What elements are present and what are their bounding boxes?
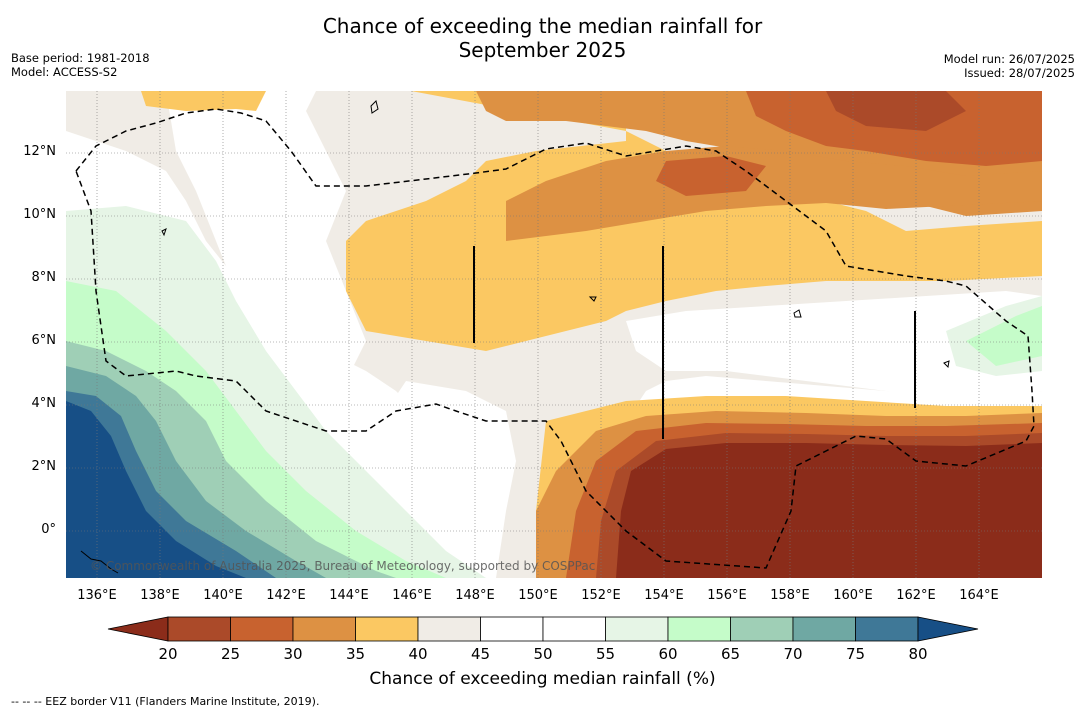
model-info: Base period: 1981-2018 Model: ACCESS-S2 <box>11 51 150 79</box>
colorbar-segment <box>542 616 606 642</box>
zone-20-25-top <box>826 91 966 131</box>
zone-white-pocket-2 <box>626 291 1042 401</box>
colorbar-tick-label: 60 <box>658 645 678 663</box>
lon-label-136e: 136°E <box>77 588 117 603</box>
colorbar-tick-label: 30 <box>283 645 303 663</box>
colorbar-segment <box>605 616 669 642</box>
colorbar-tick-label: 45 <box>470 645 491 663</box>
colorbar-segments <box>107 616 979 642</box>
colorbar-extend-high <box>917 616 979 642</box>
colorbar-segment <box>355 616 419 642</box>
vertical-markers <box>473 246 916 439</box>
colorbar-tick-label: 35 <box>345 645 366 663</box>
zone-65-70-east <box>966 306 1042 366</box>
eez-footnote: -- -- -- EEZ border V11 (Flanders Marine… <box>11 695 320 708</box>
colorbar-tick-label: 40 <box>408 645 428 663</box>
colorbar-tick-label: 55 <box>595 645 616 663</box>
colorbar-segment <box>792 616 856 642</box>
colorbar-tick-label: 80 <box>908 645 928 663</box>
colorbar-segment <box>292 616 356 642</box>
zone-white-pocket-1 <box>166 91 366 381</box>
colorbar-segment <box>480 616 544 642</box>
lat-label-10n: 10°N <box>23 207 56 222</box>
map-title: Chance of exceeding the median rainfall … <box>0 14 1085 62</box>
run-info: Model run: 26/07/2025 Issued: 28/07/2025 <box>944 52 1075 80</box>
lon-label-158e: 158°E <box>770 588 810 603</box>
colorbar-segment <box>167 616 231 642</box>
zone-25-30 <box>746 91 1042 166</box>
colorbar-tick-label: 20 <box>158 645 178 663</box>
gridlines <box>66 91 1042 578</box>
lon-label-162e: 162°E <box>896 588 936 603</box>
colorbar-title: Chance of exceeding median rainfall (%) <box>369 669 716 689</box>
lat-label-6n: 6°N <box>31 333 57 348</box>
colorbar-extend-low <box>107 616 169 642</box>
lon-label-148e: 148°E <box>455 588 495 603</box>
lat-label-12n: 12°N <box>23 144 56 159</box>
colorbar-segment <box>855 616 919 642</box>
zone-20-25-lower <box>616 443 1042 578</box>
colorbar-segment <box>417 616 481 642</box>
colorbar-tick-label: 50 <box>533 645 553 663</box>
lon-label-146e: 146°E <box>392 588 432 603</box>
lon-label-140e: 140°E <box>203 588 243 603</box>
lat-label-8n: 8°N <box>31 270 57 285</box>
colorbar-tick-label: 70 <box>783 645 803 663</box>
lon-label-142e: 142°E <box>266 588 306 603</box>
colorbar-segment <box>667 616 731 642</box>
zone-80-plus-b <box>66 401 246 578</box>
title-line-1: Chance of exceeding the median rainfall … <box>322 14 763 38</box>
zone-35-40-top <box>141 91 266 111</box>
zone-25-30-patch <box>656 156 766 196</box>
zone-white-pocket-3 <box>386 381 516 578</box>
lon-label-164e: 164°E <box>959 588 999 603</box>
lon-label-144e: 144°E <box>329 588 369 603</box>
base-period: Base period: 1981-2018 <box>11 51 150 65</box>
colorbar-segment <box>730 616 794 642</box>
map-canvas <box>66 91 1042 578</box>
copyright-notice: © Commonwealth of Australia 2025, Bureau… <box>90 559 596 573</box>
colorbar-tick-label: 65 <box>720 645 741 663</box>
model-run: Model run: 26/07/2025 <box>943 52 1075 66</box>
zone-30-35-mid <box>506 146 1042 241</box>
rainfall-map <box>66 91 1042 578</box>
lat-label-4n: 4°N <box>31 396 57 411</box>
title-line-2: September 2025 <box>458 38 627 62</box>
lon-label-154e: 154°E <box>644 588 684 603</box>
lon-label-152e: 152°E <box>581 588 621 603</box>
issued-date: Issued: 28/07/2025 <box>964 66 1075 80</box>
island-outlines <box>80 100 950 574</box>
colorbar <box>107 616 979 642</box>
zone-35-40 <box>346 91 1042 351</box>
lon-label-156e: 156°E <box>707 588 747 603</box>
lon-label-150e: 150°E <box>518 588 558 603</box>
colorbar-tick-label: 25 <box>220 645 241 663</box>
colorbar-segment <box>230 616 294 642</box>
model-name: Model: ACCESS-S2 <box>11 65 118 79</box>
lat-label-2n: 2°N <box>31 459 57 474</box>
lon-label-160e: 160°E <box>833 588 873 603</box>
eez-border <box>75 108 1035 569</box>
colorbar-tick-label: 75 <box>845 645 866 663</box>
lat-label-0: 0° <box>41 522 56 537</box>
lon-label-138e: 138°E <box>140 588 180 603</box>
